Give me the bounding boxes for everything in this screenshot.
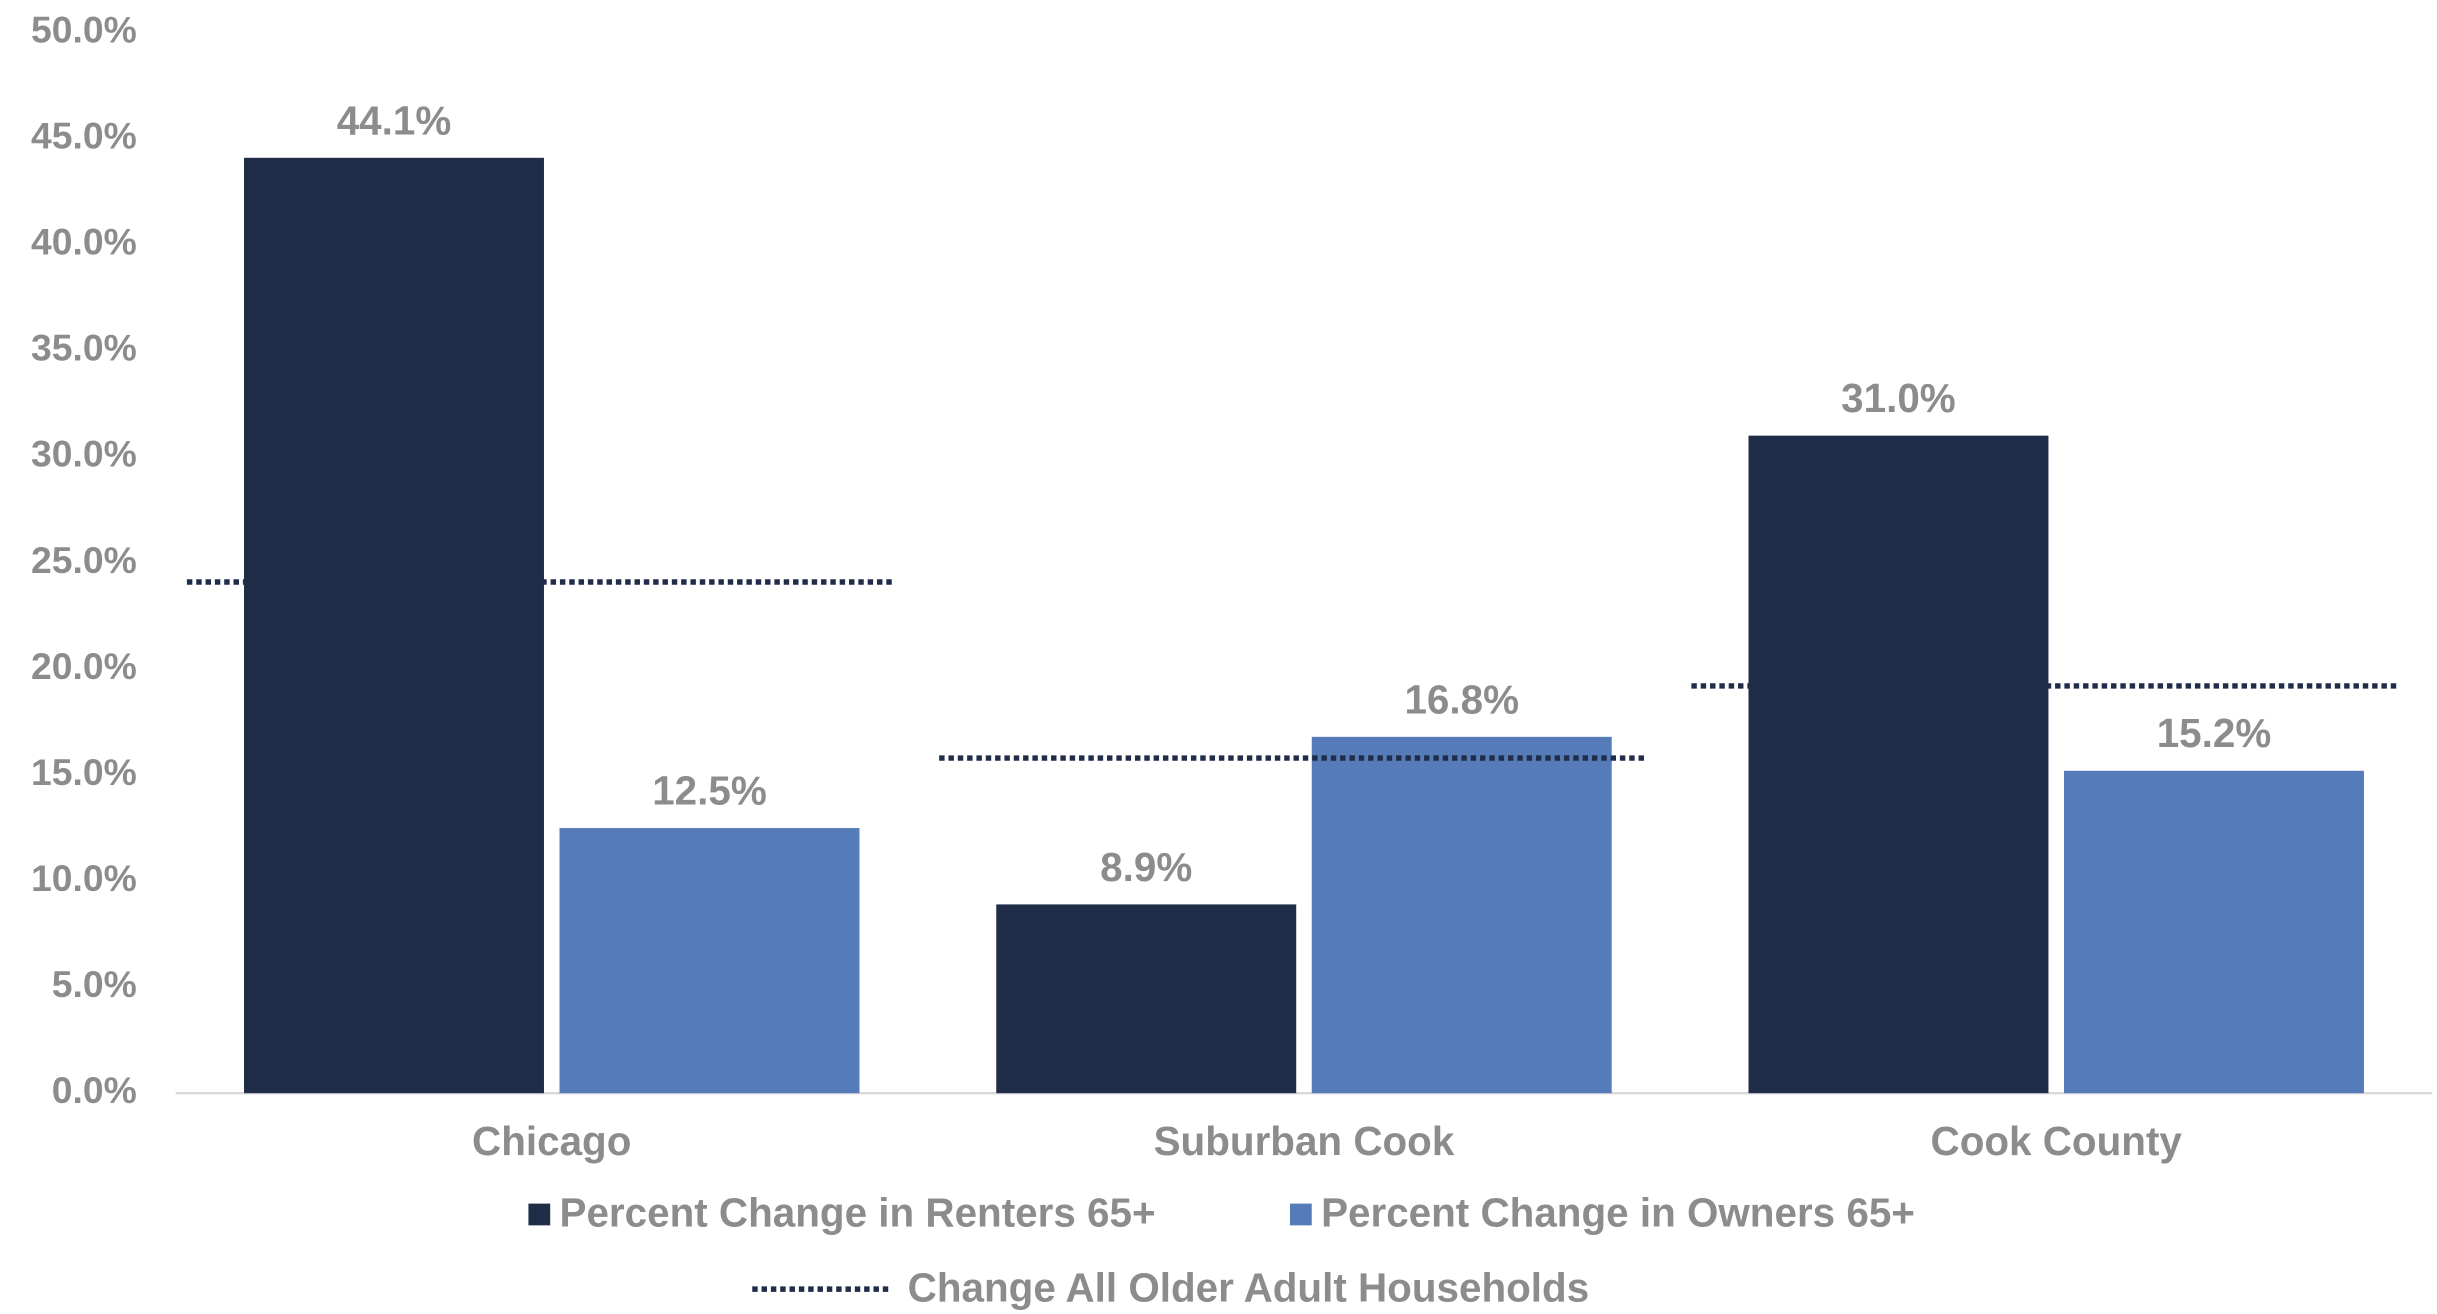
x-tick-label: Suburban Cook [1154,1118,1455,1164]
y-tick-label: 25.0% [31,539,137,581]
x-tick-label: Chicago [472,1118,631,1164]
legend-label: Percent Change in Owners 65+ [1321,1190,1915,1236]
bar [559,828,860,1094]
bar [996,904,1297,1094]
y-tick-label: 40.0% [31,221,137,263]
bar [244,157,544,1094]
legend-label: Percent Change in Renters 65+ [560,1190,1156,1236]
y-tick-label: 5.0% [52,963,137,1005]
data-label: 16.8% [1404,676,1519,722]
bar [2063,770,2364,1094]
legend-swatch [1289,1203,1312,1226]
y-tick-label: 20.0% [31,645,137,687]
y-tick-label: 50.0% [31,9,137,51]
bar [1311,736,1612,1094]
data-label: 8.9% [1100,844,1192,890]
y-tick-label: 15.0% [31,751,137,793]
data-label: 15.2% [2157,710,2272,756]
legend-label: Change All Older Adult Households [908,1264,1590,1310]
bar [1748,435,2049,1094]
legend-swatch [528,1203,551,1226]
data-label: 12.5% [652,768,767,814]
y-tick-label: 0.0% [52,1069,137,1111]
y-tick-label: 10.0% [31,857,137,899]
x-tick-label: Cook County [1931,1118,2183,1164]
data-label: 44.1% [337,97,452,143]
y-tick-label: 30.0% [31,433,137,475]
y-tick-label: 45.0% [31,115,137,157]
y-tick-label: 35.0% [31,327,137,369]
data-label: 31.0% [1841,375,1956,421]
